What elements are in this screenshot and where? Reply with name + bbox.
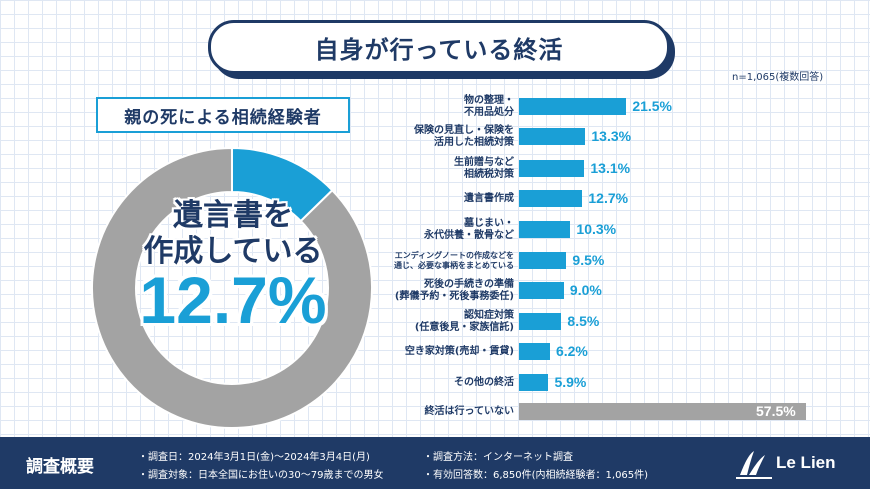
category-label-line: エンディングノートの作成などを: [394, 250, 514, 260]
survey-responses: ・有効回答数：6,850件(内相続経験者：1,065件): [423, 470, 649, 481]
donut-slice-will: [231, 146, 334, 223]
donut-subtitle: 親の死による相続経験者: [96, 97, 350, 133]
donut-percent-label: 12.7%: [139, 263, 327, 337]
bar: [519, 403, 806, 420]
logo-text: Le Lien: [776, 453, 836, 472]
donut-label-line1: 遺言書を: [173, 198, 293, 233]
category-label-line: 遺言書作成: [464, 192, 514, 204]
bar-value-label: 5.9%: [554, 374, 587, 390]
bar-value-label: 6.2%: [555, 343, 588, 359]
bar: [519, 252, 567, 269]
category-label: 終活は行っていない: [379, 405, 515, 418]
bar-chart: 物の整理・ 不用品処分 21.5% 保険の見直し・保険を 活用した相続対策 13.3% 生前…: [379, 95, 806, 420]
donut-label-line2: 作成している: [143, 234, 323, 269]
bar-value-label: 21.5%: [632, 98, 673, 114]
category-label-line: 終活は行っていない: [424, 405, 515, 417]
category-label-line: 認知症対策: [464, 309, 514, 321]
bar-value-label: 13.3%: [591, 128, 632, 144]
category-label-line: 活用した相続対策: [434, 136, 514, 148]
category-label: 遺言書作成: [379, 193, 514, 205]
lelien-logo-icon: [736, 451, 772, 479]
donut-chart: [91, 146, 373, 429]
category-label-line: 保険の見直し・保険を: [414, 124, 514, 136]
bar: [519, 343, 550, 360]
bar-value-label: 9.0%: [569, 282, 602, 298]
category-label-line: (葬儀予約・死後事務委任): [394, 290, 514, 302]
category-label: 死後の手続きの準備 (葬儀予約・死後事務委任): [379, 279, 514, 303]
sample-note: n=1,065(複数回答): [732, 72, 824, 83]
bar-value-label: 57.5%: [756, 403, 796, 419]
category-label-line: 永代供養・散骨など: [424, 229, 514, 241]
bar-value-label: 8.5%: [567, 313, 600, 329]
category-label-line: 死後の手続きの準備: [424, 278, 514, 290]
donut-slice-rest: [91, 146, 373, 429]
category-label-line: 通じ、必要な事柄をまとめている: [394, 260, 514, 270]
bar-value-label: 13.1%: [590, 160, 631, 176]
bar: [519, 160, 585, 177]
survey-target: ・調査対象：日本全国にお住いの30～79歳までの男女: [138, 470, 384, 481]
category-label: 物の整理・ 不用品処分: [379, 95, 514, 119]
survey-date: ・調査日：2024年3月1日(金)～2024年3月4日(月): [138, 452, 370, 463]
bar: [519, 98, 627, 115]
category-label: 保険の見直し・保険を 活用した相続対策: [379, 125, 514, 149]
bar: [519, 128, 586, 145]
survey-method: ・調査方法：インターネット調査: [423, 452, 573, 463]
category-label-line: (任意後見・家族信託): [414, 321, 514, 333]
category-label-line: 物の整理・: [464, 94, 514, 106]
category-label: その他の終活: [379, 377, 514, 389]
category-label-line: 相続税対策: [464, 168, 514, 180]
page-title: 自身が行っている終活: [208, 20, 670, 74]
bar: [519, 282, 564, 299]
category-label: エンディングノートの作成などを 通じ、必要な事柄をまとめている: [379, 251, 514, 271]
category-label-line: 生前贈与など: [454, 156, 514, 168]
category-label-line: 不用品処分: [464, 106, 514, 118]
category-label: 生前贈与など 相続税対策: [379, 157, 514, 181]
survey-summary-footer: 調査概要 ・調査日：2024年3月1日(金)～2024年3月4日(月) ・調査対…: [0, 437, 870, 489]
category-label: 認知症対策 (任意後見・家族信託): [379, 310, 514, 334]
bar-value-label: 12.7%: [588, 190, 629, 206]
category-label-line: その他の終活: [454, 376, 514, 388]
bar: [519, 313, 562, 330]
lelien-logo: Le Lien: [734, 447, 854, 481]
category-label: 墓じまい・ 永代供養・散骨など: [379, 218, 514, 242]
category-label: 空き家対策(売却・賃貸): [379, 346, 514, 358]
bar: [519, 374, 549, 391]
bar-value-label: 10.3%: [576, 221, 617, 237]
category-label-line: 空き家対策(売却・賃貸): [404, 345, 514, 357]
footer-title: 調査概要: [26, 457, 94, 477]
category-label-line: 墓じまい・: [464, 217, 514, 229]
bar: [519, 221, 571, 238]
bar-value-label: 9.5%: [572, 252, 605, 268]
bar: [519, 190, 583, 207]
